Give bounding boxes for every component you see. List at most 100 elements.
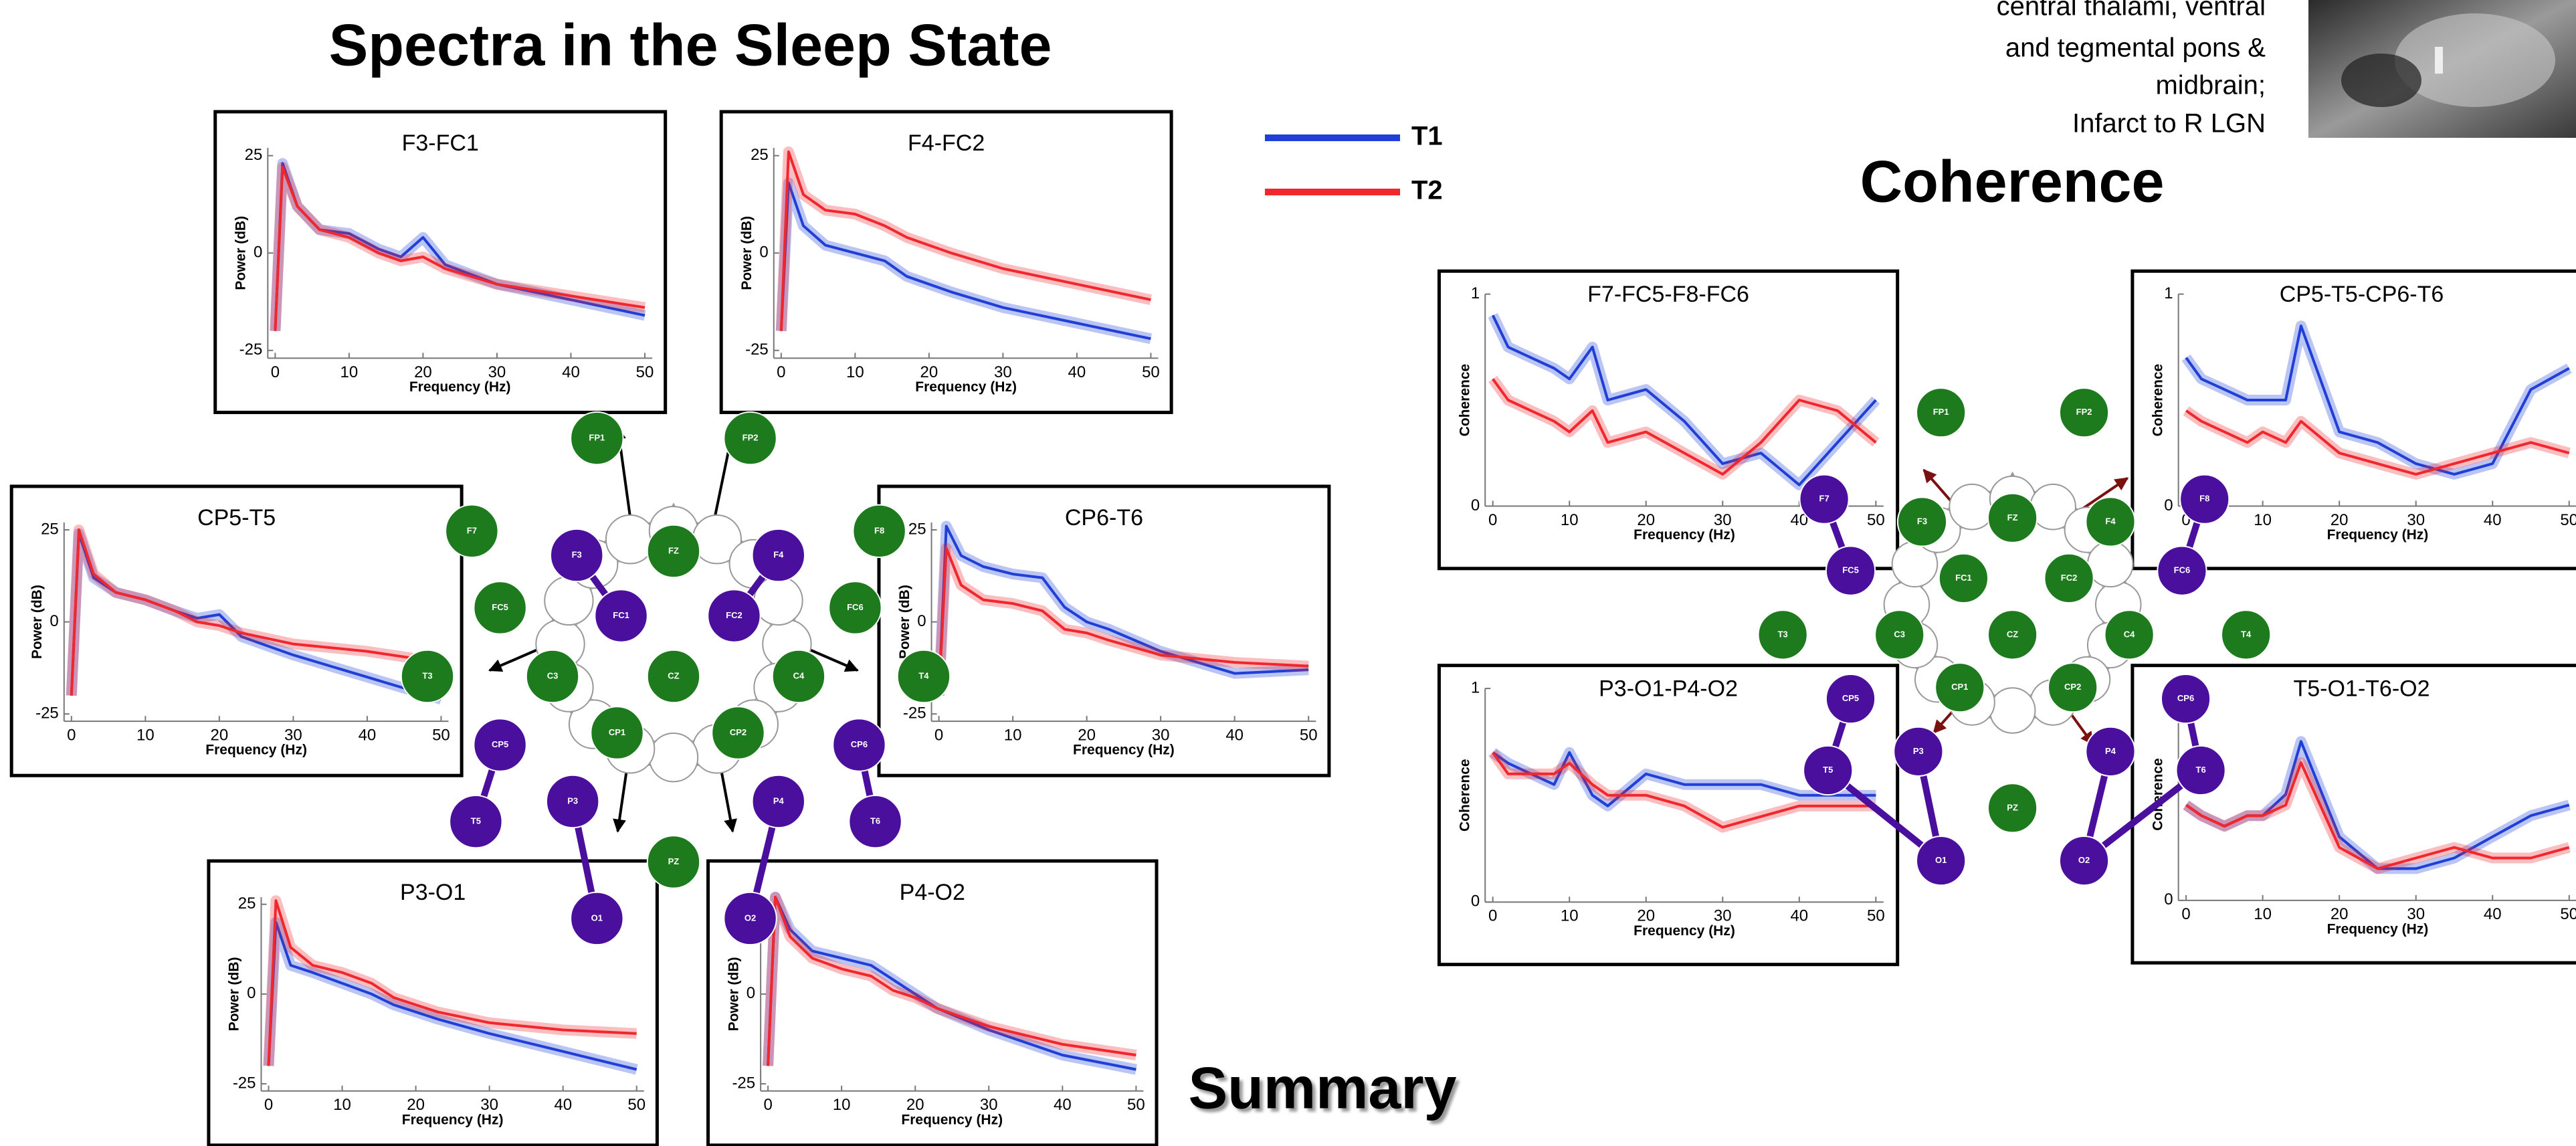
electrode-label: CP1 (609, 727, 625, 737)
y-tick-label: 1 (1471, 678, 1480, 696)
electrode-label: T3 (1778, 629, 1788, 639)
electrode (832, 718, 886, 772)
y-tick-label: -25 (732, 1074, 755, 1092)
legend-label: T1 (1411, 122, 1443, 151)
x-tick-label: 20 (211, 727, 229, 745)
electrode (2085, 496, 2136, 547)
x-tick-label: 40 (2484, 511, 2502, 529)
chart-title: CP6-T6 (1065, 505, 1143, 531)
y-tick-label: 0 (759, 244, 768, 262)
electrode (449, 794, 503, 849)
x-tick-label: 50 (1142, 363, 1160, 381)
electrode-label: T5 (1823, 765, 1833, 775)
series-line (779, 181, 1151, 341)
electrode-label: F3 (1917, 516, 1927, 526)
x-axis-label: Frequency (Hz) (402, 1112, 504, 1127)
electrode-label: FC1 (613, 610, 629, 620)
electrode (828, 581, 882, 635)
chart-title: F4-FC2 (908, 130, 985, 156)
chart-frame (2131, 664, 2576, 965)
y-tick-label: 0 (247, 984, 256, 1002)
electrode (545, 774, 600, 829)
electrode-label: FC2 (2061, 573, 2078, 583)
electrode (1874, 609, 1925, 660)
x-tick-label: 40 (2484, 905, 2502, 923)
x-tick-label: 40 (359, 727, 377, 745)
chart: 0 10 20 30 40 50 0 1 Frequency (Hz) Coherence P3-O… (1437, 664, 1900, 967)
x-tick-label: 10 (1561, 511, 1579, 529)
x-axis-label: Frequency (Hz) (205, 743, 307, 758)
x-tick-label: 10 (2254, 511, 2272, 529)
electrode (590, 706, 644, 760)
electrode-label: O1 (591, 913, 603, 923)
electrode-inactive (1989, 687, 2036, 734)
x-axis-label: Frequency (Hz) (915, 379, 1017, 395)
electrode-label: P4 (773, 795, 785, 805)
electrode (1893, 726, 1944, 777)
electrode-label: F7 (467, 525, 477, 535)
electrode (771, 649, 826, 704)
electrode (473, 718, 527, 772)
electrode-label: P3 (1913, 746, 1924, 756)
legend-label: T2 (1411, 176, 1443, 205)
x-tick-label: 30 (994, 363, 1012, 381)
series-line (2185, 761, 2570, 870)
electrode-label: FC1 (1955, 573, 1972, 583)
electrode-label: FC6 (847, 602, 864, 612)
caption-line: Infarct to R LGN (2072, 109, 2266, 138)
electrode (525, 649, 580, 704)
y-tick-label: -25 (239, 341, 263, 359)
series-line (1492, 378, 1877, 476)
electrode (1916, 836, 1967, 886)
electrode-label: FP1 (589, 433, 605, 443)
electrode-label: F3 (572, 549, 582, 559)
x-tick-label: 0 (2181, 905, 2190, 923)
electrode (2157, 545, 2207, 596)
y-tick-label: -25 (745, 341, 769, 359)
electrode (1825, 673, 1876, 725)
x-tick-label: 10 (1561, 907, 1579, 925)
electrode-label: FC6 (2174, 565, 2191, 575)
electrode-label: FZ (668, 545, 679, 555)
chart-frame (877, 484, 1331, 777)
y-axis-label: Power (dB) (726, 957, 741, 1031)
electrode-label: F4 (773, 549, 784, 559)
x-tick-label: 20 (1637, 907, 1655, 925)
electrode (549, 528, 604, 583)
x-tick-label: 10 (2254, 905, 2272, 923)
x-tick-label: 30 (980, 1096, 998, 1114)
x-tick-label: 20 (2331, 511, 2349, 529)
series-line (1491, 314, 1877, 486)
y-tick-label: -25 (903, 704, 926, 723)
x-axis-label: Frequency (Hz) (901, 1112, 1003, 1127)
x-tick-label: 10 (333, 1096, 351, 1114)
x-tick-label: 50 (627, 1096, 646, 1114)
y-tick-label: 1 (1471, 284, 1480, 302)
x-tick-label: 50 (1867, 907, 1885, 925)
electrode (445, 504, 499, 559)
coherence-title: Coherence (1860, 148, 2165, 214)
x-tick-label: 30 (2407, 905, 2425, 923)
electrode (400, 649, 455, 704)
electrode-label: CP2 (2064, 682, 2081, 692)
x-tick-label: 30 (1714, 907, 1732, 925)
electrode-label: F8 (2199, 494, 2209, 504)
x-tick-label: 50 (1300, 727, 1318, 745)
y-tick-label: 0 (2164, 496, 2173, 514)
x-tick-label: 20 (1637, 511, 1655, 529)
series-line (267, 899, 637, 1066)
chart-title: CP5-T5 (197, 505, 276, 531)
electrode-label: C3 (547, 670, 559, 680)
electrode-label: T4 (918, 670, 929, 680)
electrode-label: C3 (1894, 629, 1905, 639)
x-tick-label: 30 (1714, 511, 1732, 529)
series-line (1492, 751, 1876, 829)
electrode-label: C4 (2124, 629, 2135, 639)
electrode (570, 411, 624, 466)
electrode (646, 524, 701, 579)
y-tick-label: -25 (35, 704, 59, 723)
